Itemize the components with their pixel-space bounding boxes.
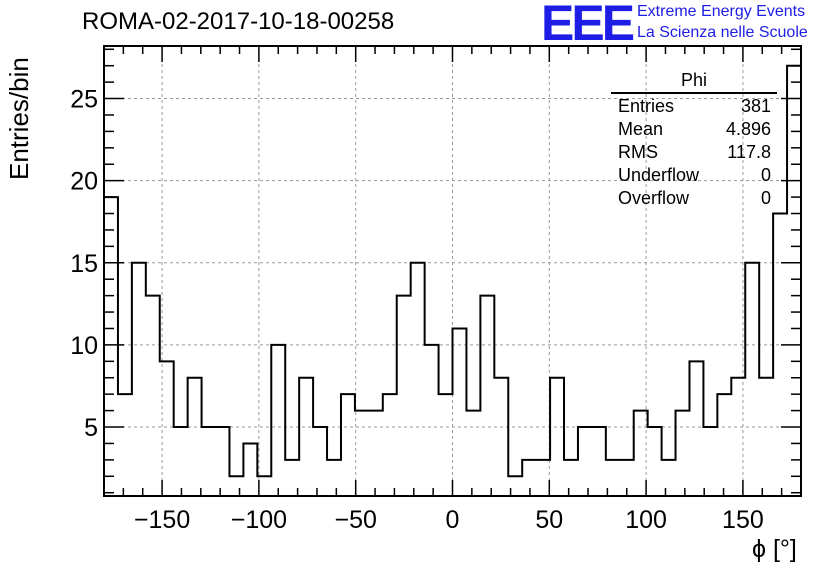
stats-row: Overflow 0 [611, 187, 777, 210]
histogram-bin [341, 394, 355, 496]
histogram-bin [731, 378, 745, 496]
histogram-bin [188, 378, 202, 496]
stats-label: RMS [618, 142, 658, 162]
stats-label: Entries [618, 96, 675, 116]
x-tick-label: 0 [446, 506, 460, 534]
x-axis-label: ϕ [°] [752, 535, 797, 563]
x-tick-label: 150 [722, 506, 764, 534]
stats-row: Entries 381 [611, 95, 777, 118]
histogram-bin [494, 378, 508, 496]
x-tick-label: −50 [334, 506, 376, 534]
histogram-bin [243, 443, 257, 496]
axis-tick-labels: −150 −100 −50 0 50 100 150 5 10 15 20 25 [70, 86, 764, 534]
histogram-bin [216, 427, 230, 496]
grid-lines [104, 46, 801, 496]
stats-row: Mean 4.896 [611, 118, 777, 141]
histogram-bin [662, 460, 676, 496]
chart-title: ROMA-02-2017-10-18-00258 [82, 8, 395, 35]
eee-logo: EEE [541, 0, 635, 51]
histogram-bin [369, 411, 383, 496]
histogram-bin [745, 263, 759, 496]
histogram-bin [104, 197, 118, 496]
logo-line-1: Extreme Energy Events [637, 3, 806, 20]
histogram-bin [578, 427, 592, 496]
histogram-bin [522, 460, 536, 496]
histogram-bin [592, 427, 606, 496]
histogram-bin [676, 411, 690, 496]
stats-label: Overflow [618, 188, 690, 208]
stats-value: 117.8 [727, 142, 771, 162]
histogram-bin [480, 296, 494, 496]
histogram-bin [397, 296, 411, 496]
y-tick-label: 20 [70, 168, 98, 196]
stats-row: Underflow 0 [611, 164, 777, 187]
axis-ticks [104, 46, 801, 496]
stats-title: Phi [611, 70, 777, 94]
histogram-bin [648, 427, 662, 496]
histogram-bin [229, 476, 243, 496]
histogram-bin [118, 394, 132, 496]
stats-value: 381 [740, 96, 771, 116]
x-tick-label: 100 [625, 506, 667, 534]
histogram-outline [103, 64, 802, 496]
histogram-bin [160, 361, 174, 496]
histogram-bin [759, 378, 773, 496]
stats-box: Phi Entries 381 Mean 4.896 RMS 117.8 Underf… [611, 70, 777, 210]
y-tick-label: 15 [70, 250, 98, 278]
histogram-bin [383, 394, 397, 496]
histogram-bin [411, 263, 425, 496]
stats-value: 4.896 [725, 119, 771, 139]
histogram-bin [299, 378, 313, 496]
x-tick-label: −150 [134, 506, 190, 534]
histogram-bin [564, 460, 578, 496]
x-tick-label: −100 [231, 506, 287, 534]
histogram-bin [453, 328, 467, 496]
stats-label: Underflow [618, 165, 700, 185]
stats-value: 0 [760, 165, 771, 185]
histogram-bin [132, 263, 146, 496]
histogram-bin [773, 214, 787, 496]
y-tick-label: 10 [70, 332, 98, 360]
histogram-bin [425, 345, 439, 496]
histogram-bin [146, 296, 160, 496]
histogram-bin [550, 378, 564, 496]
stats-value: 0 [760, 188, 771, 208]
histogram-bin [313, 427, 327, 496]
stats-row: RMS 117.8 [611, 141, 777, 164]
histogram-bin [466, 411, 480, 496]
histogram-bin [536, 460, 550, 496]
x-tick-label: 50 [535, 506, 563, 534]
stats-label: Mean [618, 119, 664, 139]
histogram-bin [439, 394, 453, 496]
histogram-bin [703, 427, 717, 496]
y-tick-label: 5 [84, 414, 98, 442]
y-tick-label: 25 [70, 86, 98, 114]
histogram-bin [202, 427, 216, 496]
y-axis-label: Entries/bin [4, 57, 34, 180]
histogram-bin [174, 427, 188, 496]
histogram-bars [103, 64, 802, 496]
histogram-bin [689, 361, 703, 496]
logo-line-2: La Scienza nelle Scuole [637, 24, 808, 41]
histogram-bin [717, 394, 731, 496]
histogram-bin [327, 460, 341, 496]
histogram-bin [355, 411, 369, 496]
histogram-bin [271, 345, 285, 496]
histogram-bin [787, 66, 801, 496]
